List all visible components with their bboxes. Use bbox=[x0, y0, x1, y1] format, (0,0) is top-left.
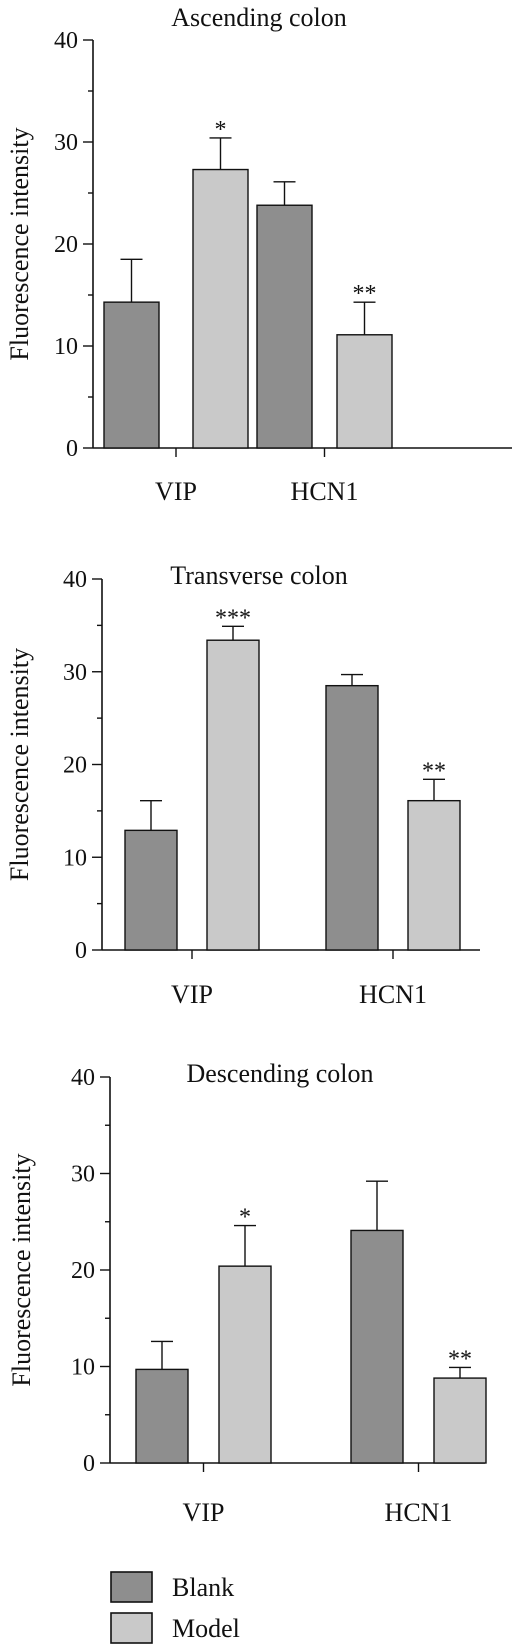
x-category-label: VIP bbox=[183, 1498, 225, 1527]
legend-swatch-blank bbox=[110, 1571, 153, 1603]
y-tick-label: 0 bbox=[75, 938, 87, 964]
significance-marker: ** bbox=[422, 758, 446, 784]
bar-model-vip bbox=[192, 168, 249, 449]
y-tick-label: 30 bbox=[54, 130, 78, 156]
bar-model-hcn1 bbox=[336, 334, 393, 449]
y-tick-label: 20 bbox=[54, 232, 78, 258]
bar-blank-hcn1 bbox=[256, 204, 313, 449]
bar-blank-vip bbox=[135, 1368, 189, 1464]
bar-model-hcn1 bbox=[407, 799, 461, 951]
x-category-label: HCN1 bbox=[385, 1498, 453, 1527]
y-tick-label: 20 bbox=[63, 753, 87, 779]
y-tick-label: 20 bbox=[71, 1258, 95, 1284]
significance-marker: ** bbox=[448, 1346, 472, 1372]
y-tick-label: 0 bbox=[66, 436, 78, 462]
chart-panel-3: Descending colon Fluorescence intensity 0 1… bbox=[7, 1059, 487, 1527]
significance-marker: * bbox=[239, 1205, 251, 1231]
significance-marker: *** bbox=[215, 605, 251, 631]
y-tick-label: 40 bbox=[71, 1065, 95, 1091]
bar-blank-hcn1 bbox=[350, 1229, 404, 1464]
significance-marker: * bbox=[215, 117, 227, 143]
chart-panel-2: Transverse colon Fluorescence intensity 0 1… bbox=[5, 561, 480, 1009]
bar-blank-vip bbox=[124, 829, 178, 951]
x-category-label: HCN1 bbox=[291, 477, 359, 506]
legend-label-model: Model bbox=[172, 1614, 240, 1643]
y-tick-label: 30 bbox=[63, 660, 87, 686]
x-category-label: HCN1 bbox=[359, 980, 427, 1009]
chart-panel-1: Ascending colon Fluorescence intensity 0 10… bbox=[5, 3, 512, 506]
y-tick-label: 10 bbox=[54, 334, 78, 360]
bar-model-vip bbox=[218, 1265, 272, 1464]
legend-label-blank: Blank bbox=[172, 1573, 234, 1602]
chart-title: Transverse colon bbox=[170, 561, 347, 590]
y-tick-label: 10 bbox=[63, 845, 87, 871]
bar-model-vip bbox=[206, 639, 260, 951]
y-tick-label: 40 bbox=[54, 28, 78, 54]
bar-blank-hcn1 bbox=[325, 684, 379, 951]
bar-model-hcn1 bbox=[433, 1377, 487, 1464]
y-tick-label: 40 bbox=[63, 567, 87, 593]
y-axis-label: Fluorescence intensity bbox=[7, 1153, 36, 1386]
y-tick-label: 30 bbox=[71, 1162, 95, 1188]
x-category-label: VIP bbox=[155, 477, 197, 506]
chart-title: Ascending colon bbox=[171, 3, 346, 32]
chart-title: Descending colon bbox=[186, 1059, 373, 1088]
legend-swatch-model bbox=[110, 1612, 153, 1644]
y-tick-label: 10 bbox=[71, 1355, 95, 1381]
legend: Blank Model bbox=[110, 1571, 240, 1644]
significance-marker: ** bbox=[353, 281, 377, 307]
x-category-label: VIP bbox=[171, 980, 213, 1009]
y-tick-label: 0 bbox=[83, 1451, 95, 1477]
y-axis-label: Fluorescence intensity bbox=[5, 648, 34, 881]
bar-blank-vip bbox=[103, 301, 160, 449]
y-axis-label: Fluorescence intensity bbox=[5, 127, 34, 360]
